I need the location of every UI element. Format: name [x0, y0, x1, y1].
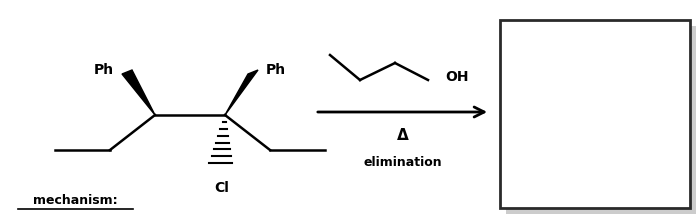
Bar	[506, 26, 696, 214]
Text: mechanism:: mechanism:	[33, 194, 118, 207]
Text: Δ: Δ	[397, 128, 408, 143]
Polygon shape	[122, 70, 155, 115]
Text: Ph: Ph	[266, 63, 286, 77]
Text: OH: OH	[445, 70, 468, 84]
Text: Ph: Ph	[94, 63, 114, 77]
Text: Cl: Cl	[215, 181, 230, 195]
Bar	[500, 20, 690, 208]
Text: elimination: elimination	[363, 156, 442, 169]
Polygon shape	[225, 70, 258, 115]
